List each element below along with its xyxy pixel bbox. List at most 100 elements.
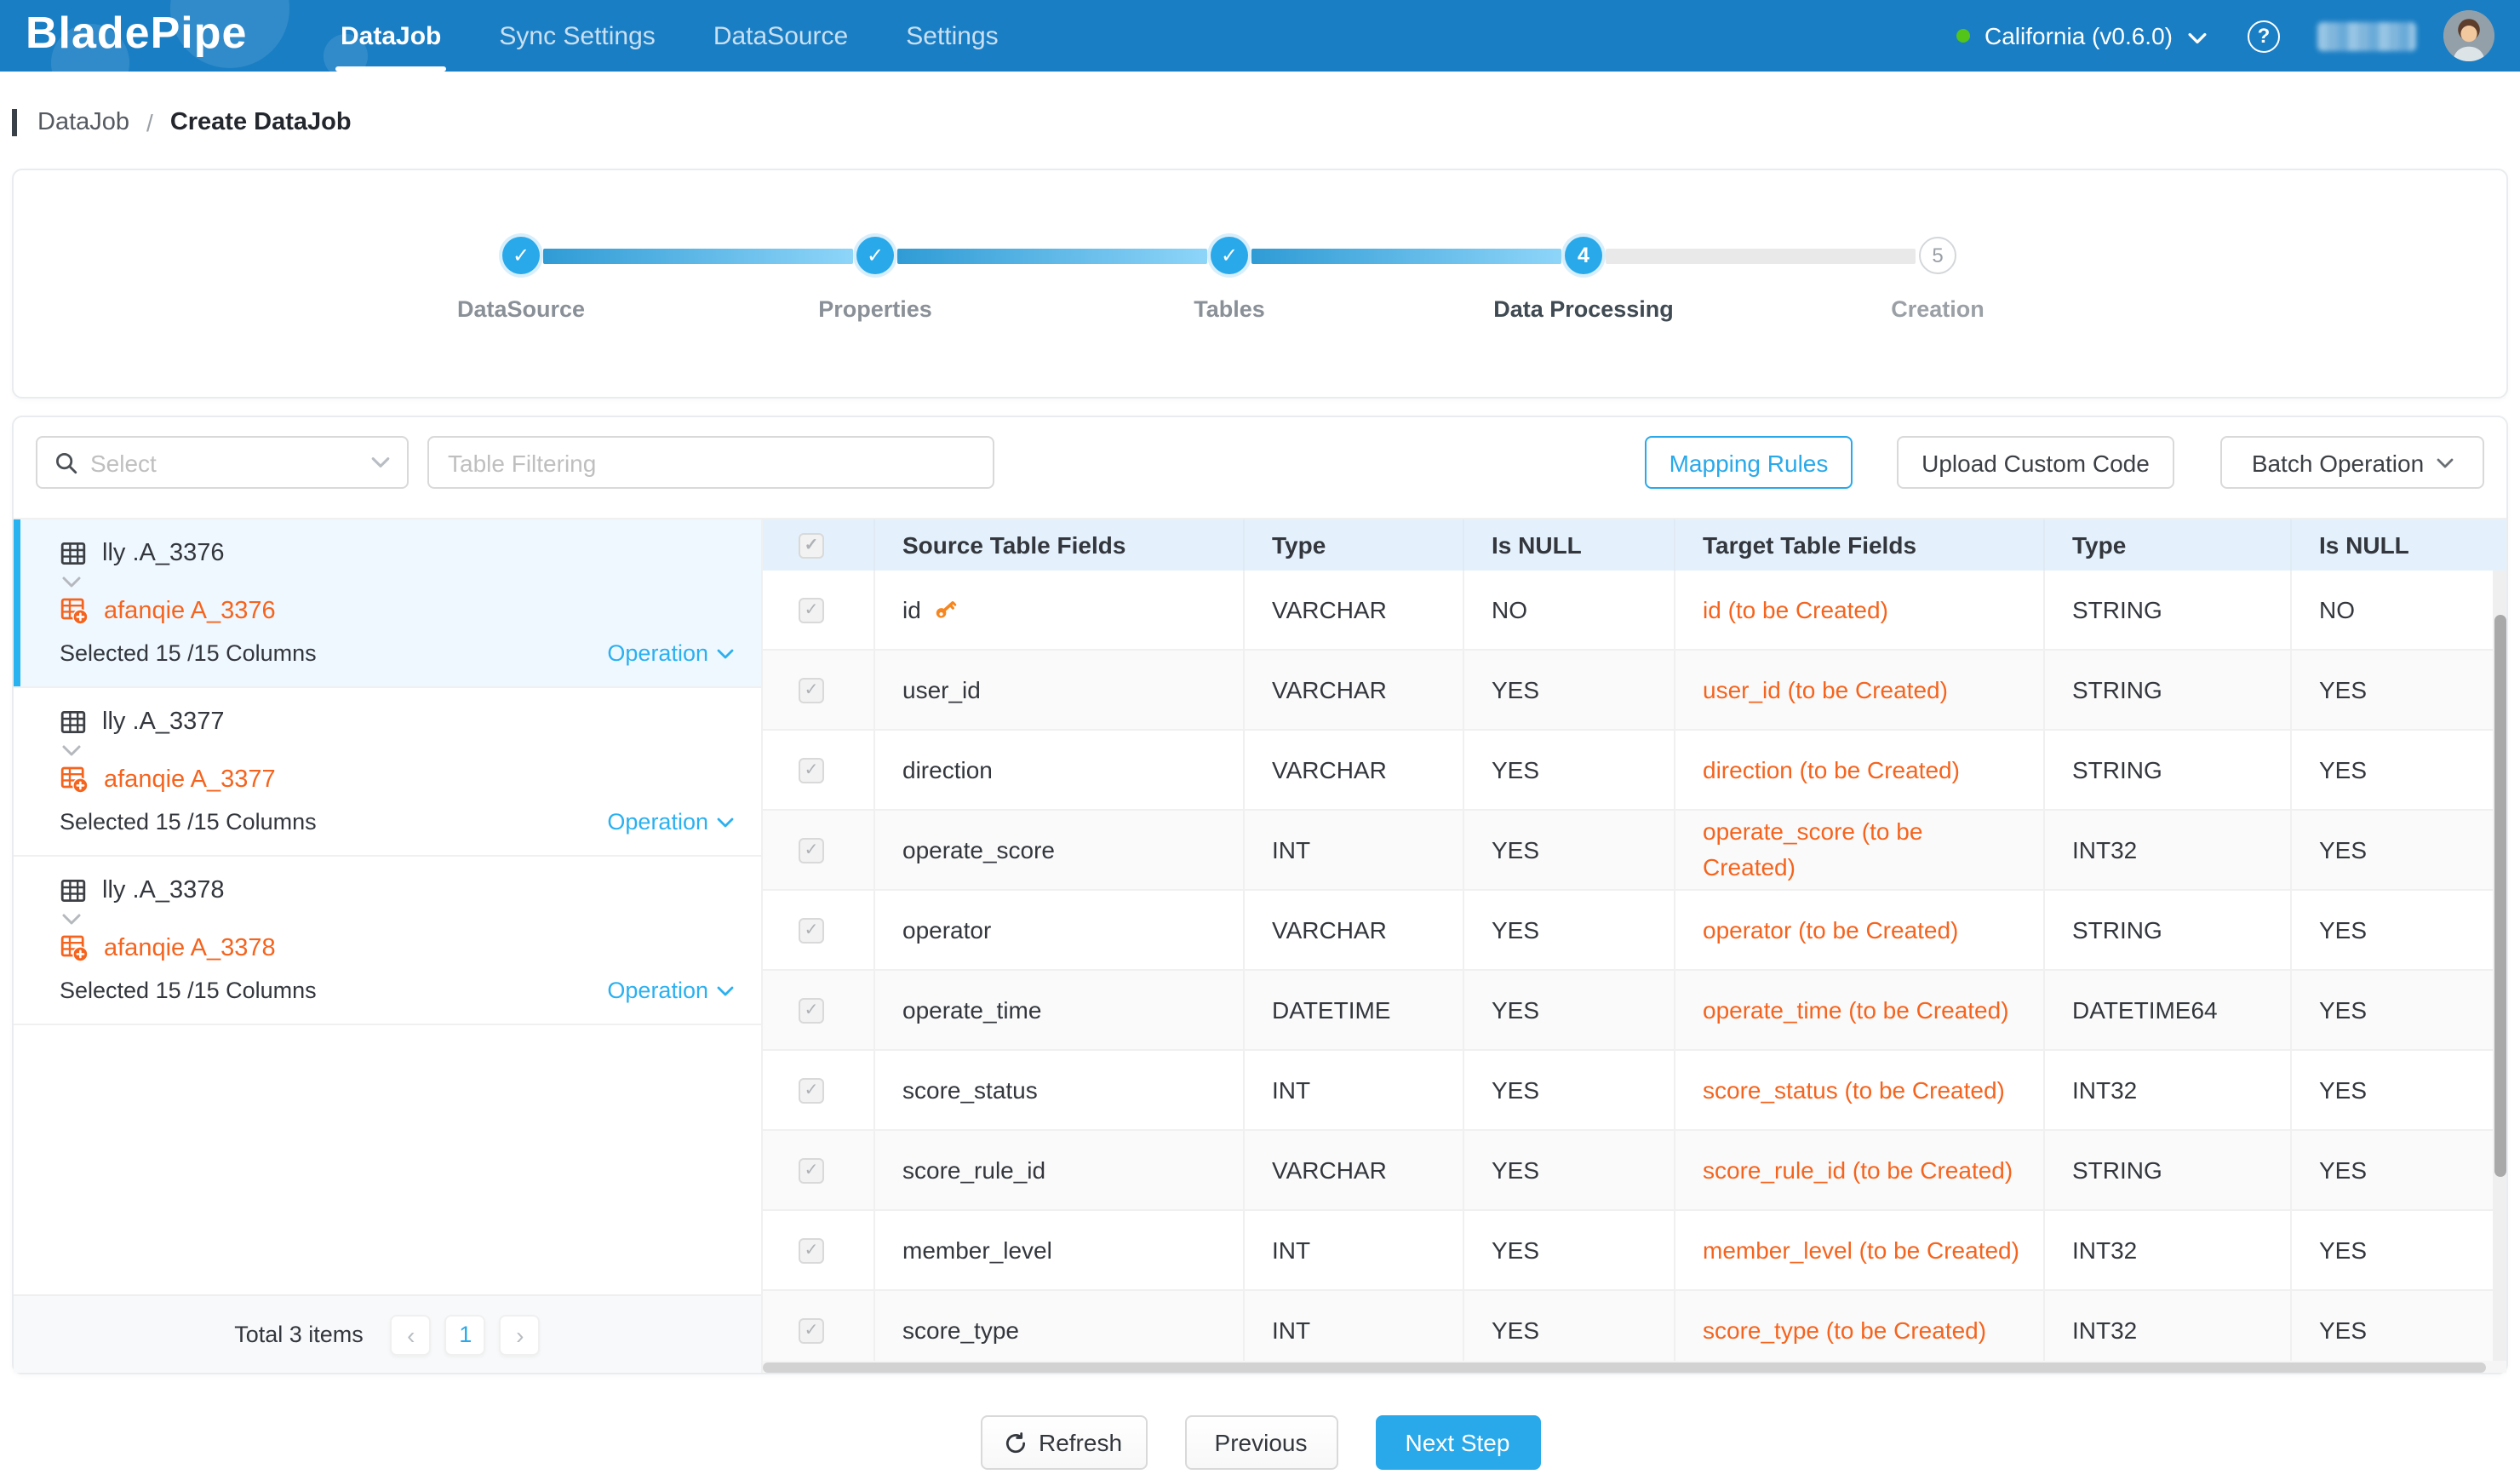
pagination-page-1[interactable]: 1 [445,1314,486,1355]
upload-custom-code-button[interactable]: Upload Custom Code [1897,436,2174,489]
mapping-rules-button[interactable]: Mapping Rules [1645,436,1853,489]
operation-label: Operation [607,809,708,835]
source-field-name: operator [902,916,991,944]
nav-item-datajob[interactable]: DataJob [312,0,470,72]
row-checkbox[interactable]: ✓ [799,677,824,703]
operation-label: Operation [607,640,708,666]
target-field-type: STRING [2045,571,2292,649]
step-circle-creation: 5 [1919,237,1956,274]
table-filtering-input[interactable] [427,436,994,489]
target-field-name: score_rule_id (to be Created) [1703,1152,2013,1188]
table-body: ✓ id VARCHAR NO id (to be Created) STRIN… [763,571,2506,1361]
target-field-null: NO [2292,571,2506,649]
source-field-name: score_rule_id [902,1156,1045,1184]
vertical-scrollbar-thumb[interactable] [2494,615,2506,1177]
app-root: BladePipe DataJob Sync Settings DataSour… [0,0,2520,1480]
row-checkbox[interactable]: ✓ [799,597,824,622]
step-circle-properties: ✓ [856,237,894,274]
source-table-name: lly .A_3378 [102,877,225,904]
source-field-null: YES [1464,1291,1675,1361]
sidebar-table-item[interactable]: lly .A_3378 afanqie A_3378 Selected 15 /… [14,857,761,1025]
row-checkbox[interactable]: ✓ [799,997,824,1023]
table-row: ✓ member_level INT YES member_level (to … [763,1211,2506,1291]
previous-button[interactable]: Previous [1184,1415,1337,1470]
target-field-null: YES [2292,971,2506,1049]
refresh-label: Refresh [1039,1429,1122,1456]
source-field-type: DATETIME [1245,971,1464,1049]
source-table-icon [60,877,87,904]
main-nav: DataJob Sync Settings DataSource Setting… [312,0,1028,72]
sidebar-pagination: Total 3 items ‹ 1 › [14,1294,761,1373]
select-placeholder: Select [90,449,371,476]
table-row: ✓ operator VARCHAR YES operator (to be C… [763,891,2506,971]
main-card: Select Mapping Rules Upload Custom Code … [12,416,2508,1374]
source-field-type: INT [1245,1211,1464,1289]
breadcrumb-parent[interactable]: DataJob [37,109,129,136]
toolbar: Select Mapping Rules Upload Custom Code … [14,417,2506,518]
check-icon: ✓ [513,244,530,267]
source-field-type: VARCHAR [1245,571,1464,649]
header-source-fields: Source Table Fields [875,519,1245,571]
sidebar-table-item[interactable]: lly .A_3377 afanqie A_3377 Selected 15 /… [14,688,761,857]
refresh-button[interactable]: Refresh [980,1415,1147,1470]
row-checkbox[interactable]: ✓ [799,1077,824,1103]
header-target-type: Type [2045,519,2292,571]
operation-dropdown[interactable]: Operation [607,809,734,835]
source-table-icon [60,540,87,567]
target-field-name: direction (to be Created) [1703,752,1960,788]
row-checkbox[interactable]: ✓ [799,1317,824,1343]
check-icon: ✓ [1221,244,1238,267]
target-field-type: STRING [2045,1131,2292,1209]
target-field-null: YES [2292,811,2506,889]
select-all-checkbox[interactable]: ✓ [799,532,824,558]
pagination-next-button[interactable]: › [500,1314,541,1355]
breadcrumb-accent-bar [12,109,17,136]
source-table-icon [60,708,87,736]
mapping-arrow-icon[interactable] [61,576,734,589]
target-table-create-icon [60,765,89,794]
source-field-name: score_status [902,1076,1038,1104]
nav-item-sync-settings[interactable]: Sync Settings [470,0,684,72]
horizontal-scrollbar-thumb[interactable] [763,1362,2486,1372]
nav-item-settings[interactable]: Settings [877,0,1027,72]
next-step-button[interactable]: Next Step [1375,1415,1540,1470]
row-checkbox[interactable]: ✓ [799,757,824,783]
table-select-dropdown[interactable]: Select [36,436,409,489]
nav-item-datasource[interactable]: DataSource [684,0,877,72]
source-field-type: INT [1245,811,1464,889]
target-field-null: YES [2292,1211,2506,1289]
selected-columns-text: Selected 15 /15 Columns [60,978,317,1003]
source-field-type: INT [1245,1051,1464,1129]
avatar[interactable] [2443,10,2494,61]
row-checkbox[interactable]: ✓ [799,917,824,943]
vertical-scrollbar [2493,571,2506,1361]
help-icon[interactable]: ? [2248,20,2280,52]
header-target-null: Is NULL [2292,519,2506,571]
sidebar-table-item[interactable]: lly .A_3376 afanqie A_3376 Selected 15 /… [14,519,761,688]
target-field-type: INT32 [2045,1211,2292,1289]
env-selector-label[interactable]: California (v0.6.0) [1984,22,2173,49]
row-checkbox[interactable]: ✓ [799,1157,824,1183]
target-field-null: YES [2292,651,2506,729]
source-field-null: YES [1464,1211,1675,1289]
table-header-row: ✓ Source Table Fields Type Is NULL Targe… [763,519,2506,571]
batch-operation-button[interactable]: Batch Operation [2220,436,2484,489]
source-field-name: id [902,596,921,623]
target-field-type: INT32 [2045,1051,2292,1129]
target-field-type: DATETIME64 [2045,971,2292,1049]
source-field-type: VARCHAR [1245,891,1464,969]
step-bar [1606,249,1916,264]
source-field-null: YES [1464,651,1675,729]
operation-dropdown[interactable]: Operation [607,978,734,1003]
search-icon [54,450,78,474]
pagination-prev-button[interactable]: ‹ [391,1314,432,1355]
row-checkbox[interactable]: ✓ [799,837,824,863]
operation-dropdown[interactable]: Operation [607,640,734,666]
target-table-name: afanqie A_3377 [104,766,276,793]
page-title: Create DataJob [170,109,352,136]
mapping-arrow-icon[interactable] [61,913,734,926]
horizontal-scrollbar [763,1361,2506,1373]
row-checkbox[interactable]: ✓ [799,1237,824,1263]
mapping-arrow-icon[interactable] [61,744,734,758]
chevron-down-icon[interactable] [2188,32,2207,43]
